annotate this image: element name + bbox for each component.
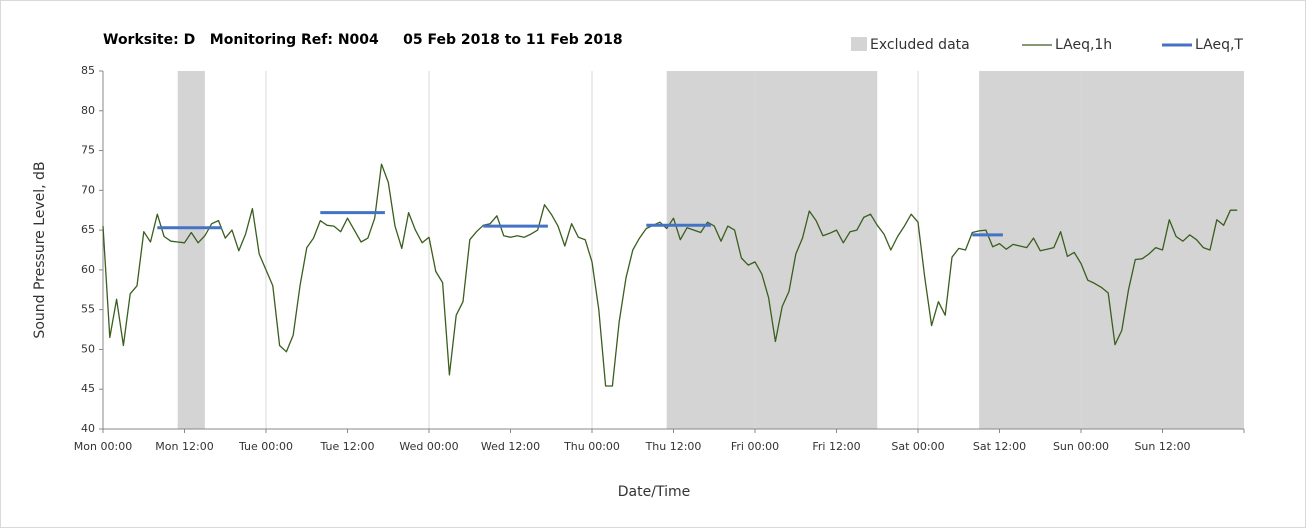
x-tick-label: Wed 00:00 xyxy=(399,440,458,453)
y-tick-label: 40 xyxy=(81,422,95,435)
y-tick-label: 60 xyxy=(81,263,95,276)
y-tick-label: 45 xyxy=(81,382,95,395)
legend-label: Excluded data xyxy=(870,37,970,53)
series-line xyxy=(102,163,1238,387)
y-tick-label: 50 xyxy=(81,342,95,355)
x-tick-label: Sun 12:00 xyxy=(1134,440,1190,453)
x-tick-label: Mon 12:00 xyxy=(155,440,213,453)
x-tick-label: Fri 00:00 xyxy=(731,440,779,453)
y-tick-label: 85 xyxy=(81,64,95,77)
x-tick-label: Wed 12:00 xyxy=(481,440,540,453)
y-tick-label: 80 xyxy=(81,104,95,117)
x-tick-label: Tue 12:00 xyxy=(320,440,375,453)
legend-label: LAeq,T xyxy=(1195,37,1243,53)
series-line xyxy=(157,211,1003,237)
x-tick-label: Mon 00:00 xyxy=(74,440,132,453)
x-tick-label: Tue 00:00 xyxy=(238,440,293,453)
x-axis-label: Date/Time xyxy=(618,484,690,500)
excluded-band xyxy=(979,71,1244,429)
y-axis-label: Sound Pressure Level, dB xyxy=(32,161,48,338)
excluded-band xyxy=(177,71,205,429)
chart-title: Worksite: D Monitoring Ref: N004 05 Feb … xyxy=(103,32,623,48)
y-tick-label: 55 xyxy=(81,303,95,316)
x-tick-label: Thu 00:00 xyxy=(563,440,620,453)
x-tick-label: Sun 00:00 xyxy=(1053,440,1109,453)
excluded-band xyxy=(666,71,878,429)
y-tick-label: 65 xyxy=(81,223,95,236)
y-tick-label: 75 xyxy=(81,144,95,157)
x-tick-label: Sat 00:00 xyxy=(891,440,944,453)
x-tick-label: Fri 12:00 xyxy=(812,440,860,453)
x-tick-label: Thu 12:00 xyxy=(645,440,702,453)
y-tick-label: 70 xyxy=(81,183,95,196)
legend-label: LAeq,1h xyxy=(1055,37,1112,53)
x-tick-label: Sat 12:00 xyxy=(973,440,1026,453)
legend-swatch xyxy=(851,37,867,51)
